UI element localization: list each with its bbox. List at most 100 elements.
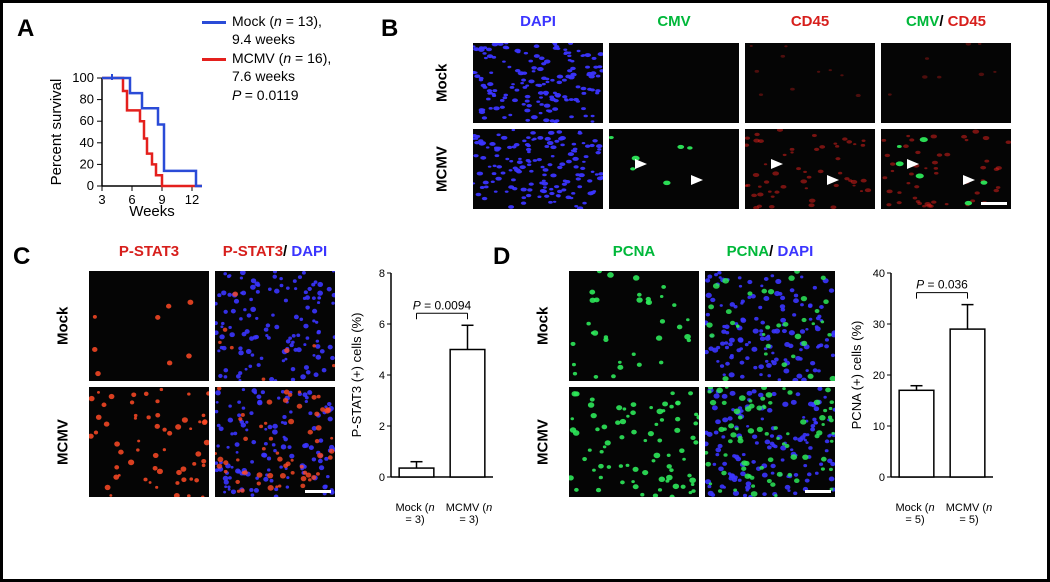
scale-bar	[981, 202, 1007, 205]
bar-xlabel: Mock (n = 5)	[891, 502, 939, 526]
column-header: PCNA/ DAPI	[705, 243, 835, 265]
legend-mock-n: 13	[298, 13, 314, 29]
micrograph	[609, 43, 739, 123]
svg-text:6: 6	[379, 319, 385, 331]
panel-d-image-grid: PCNA PCNA/ DAPI Mock MCMV	[523, 243, 835, 497]
micrograph	[609, 129, 739, 209]
arrow-icon	[907, 159, 919, 169]
panel-c-xlabels: Mock (n = 3)MCMV (n = 3)	[391, 502, 493, 526]
svg-text:80: 80	[80, 92, 94, 107]
panel-a: A Mock (n = 13), 9.4 weeks MCMV (n = 16)…	[17, 13, 387, 218]
column-header: CMV/ CD45	[881, 13, 1011, 37]
micrograph	[89, 271, 209, 381]
micrograph	[745, 43, 875, 123]
micrograph	[881, 43, 1011, 123]
svg-text:PCNA (+) cells (%): PCNA (+) cells (%)	[849, 321, 864, 430]
arrow-icon	[827, 175, 839, 185]
micrograph	[215, 271, 335, 381]
column-header: CD45	[745, 13, 875, 37]
panel-c-image-grid: P-STAT3 P-STAT3/ DAPI Mock MCMV	[43, 243, 335, 497]
svg-text:3: 3	[98, 192, 105, 207]
svg-text:2: 2	[379, 421, 385, 433]
row-label: Mock	[43, 271, 83, 381]
svg-text:P = 0.0094: P = 0.0094	[413, 298, 472, 312]
p-value: 0.0119	[257, 87, 299, 103]
legend-mock-swatch	[202, 21, 226, 24]
micrograph	[705, 271, 835, 381]
svg-text:30: 30	[873, 319, 885, 331]
panel-d-xlabels: Mock (n = 5)MCMV (n = 5)	[891, 502, 993, 526]
legend-pvalue: P = 0.0119	[232, 87, 331, 105]
svg-text:0: 0	[87, 178, 94, 193]
svg-text:20: 20	[873, 370, 885, 382]
legend-mcmv-weeks: 7.6	[232, 68, 251, 84]
scale-bar	[305, 490, 331, 493]
panel-c-chart-wrap: 0 2 4 6 8 P-STAT3 (+) cells (%) P = 0.0094 Moc…	[349, 265, 499, 526]
arrow-icon	[635, 159, 647, 169]
micrograph	[745, 129, 875, 209]
legend-mock-text: Mock (n = 13), 9.4 weeks	[232, 13, 322, 48]
svg-text:100: 100	[72, 70, 94, 85]
arrow-icon	[963, 175, 975, 185]
row-label: MCMV	[43, 387, 83, 497]
column-header: P-STAT3	[89, 243, 209, 265]
panel-d-label: D	[493, 243, 510, 271]
micrograph	[569, 387, 699, 497]
panel-c-label: C	[13, 243, 30, 271]
figure-frame: A Mock (n = 13), 9.4 weeks MCMV (n = 16)…	[0, 0, 1050, 582]
arrow-icon	[691, 175, 703, 185]
column-header: CMV	[609, 13, 739, 37]
bar-xlabel: Mock (n = 3)	[391, 502, 439, 526]
panel-a-label: A	[17, 15, 34, 43]
top-row: A Mock (n = 13), 9.4 weeks MCMV (n = 16)…	[17, 13, 1033, 223]
pstat3-bar-chart: 0 2 4 6 8 P-STAT3 (+) cells (%) P = 0.0094	[349, 265, 499, 495]
p-letter: P	[232, 87, 241, 103]
svg-text:P-STAT3 (+) cells (%): P-STAT3 (+) cells (%)	[349, 313, 364, 438]
svg-text:0: 0	[379, 472, 385, 484]
column-header: P-STAT3/ DAPI	[215, 243, 335, 265]
panel-d: D PCNAPCNA/ DAPIMockMCMV 010203040PCNA (…	[497, 243, 1033, 526]
svg-text:20: 20	[80, 156, 94, 171]
arrow-icon	[771, 159, 783, 169]
row-label: MCMV	[523, 387, 563, 497]
legend-mcmv-swatch	[202, 58, 226, 61]
svg-text:8: 8	[379, 268, 385, 280]
legend-mock-label: Mock	[232, 13, 265, 29]
svg-text:40: 40	[873, 268, 885, 280]
panel-c: C P-STAT3P-STAT3/ DAPIMockMCMV 02468P-ST…	[17, 243, 497, 526]
svg-text:12: 12	[185, 192, 199, 207]
pcna-bar-chart: 0 10 20 30 40 PCNA (+) cells (%) P = 0.036	[849, 265, 999, 495]
svg-text:60: 60	[80, 113, 94, 128]
micrograph	[569, 271, 699, 381]
legend-mcmv-n: 16	[307, 50, 323, 66]
svg-text:Weeks: Weeks	[129, 203, 175, 218]
svg-text:40: 40	[80, 135, 94, 150]
column-header: PCNA	[569, 243, 699, 265]
legend-mock-weeks: 9.4	[232, 31, 251, 47]
row-label: Mock	[417, 43, 467, 123]
panel-b-label: B	[381, 15, 398, 43]
svg-text:10: 10	[873, 421, 885, 433]
svg-text:0: 0	[879, 472, 885, 484]
micrograph	[705, 387, 835, 497]
panel-b: B DAPICMVCD45CMV/ CD45MockMCMV	[387, 13, 1033, 209]
bar-xlabel: MCMV (n = 3)	[445, 502, 493, 526]
panel-a-legend: Mock (n = 13), 9.4 weeks MCMV (n = 16), …	[202, 13, 331, 105]
row-label: Mock	[523, 271, 563, 381]
panel-b-image-grid: DAPICMVCD45CMV/ CD45MockMCMV	[417, 13, 1033, 209]
micrograph	[89, 387, 209, 497]
svg-text:4: 4	[379, 370, 385, 382]
column-header: DAPI	[473, 13, 603, 37]
micrograph	[215, 387, 335, 497]
legend-mcmv-label: MCMV	[232, 50, 275, 66]
legend-mock: Mock (n = 13), 9.4 weeks	[202, 13, 331, 48]
micrograph	[473, 43, 603, 123]
bar-xlabel: MCMV (n = 5)	[945, 502, 993, 526]
svg-text:P = 0.036: P = 0.036	[916, 278, 968, 292]
scale-bar	[805, 490, 831, 493]
micrograph	[473, 129, 603, 209]
legend-mcmv-text: MCMV (n = 16), 7.6 weeks	[232, 50, 331, 85]
svg-text:Percent survival: Percent survival	[48, 79, 65, 186]
legend-mcmv: MCMV (n = 16), 7.6 weeks	[202, 50, 331, 85]
micrograph	[881, 129, 1011, 209]
